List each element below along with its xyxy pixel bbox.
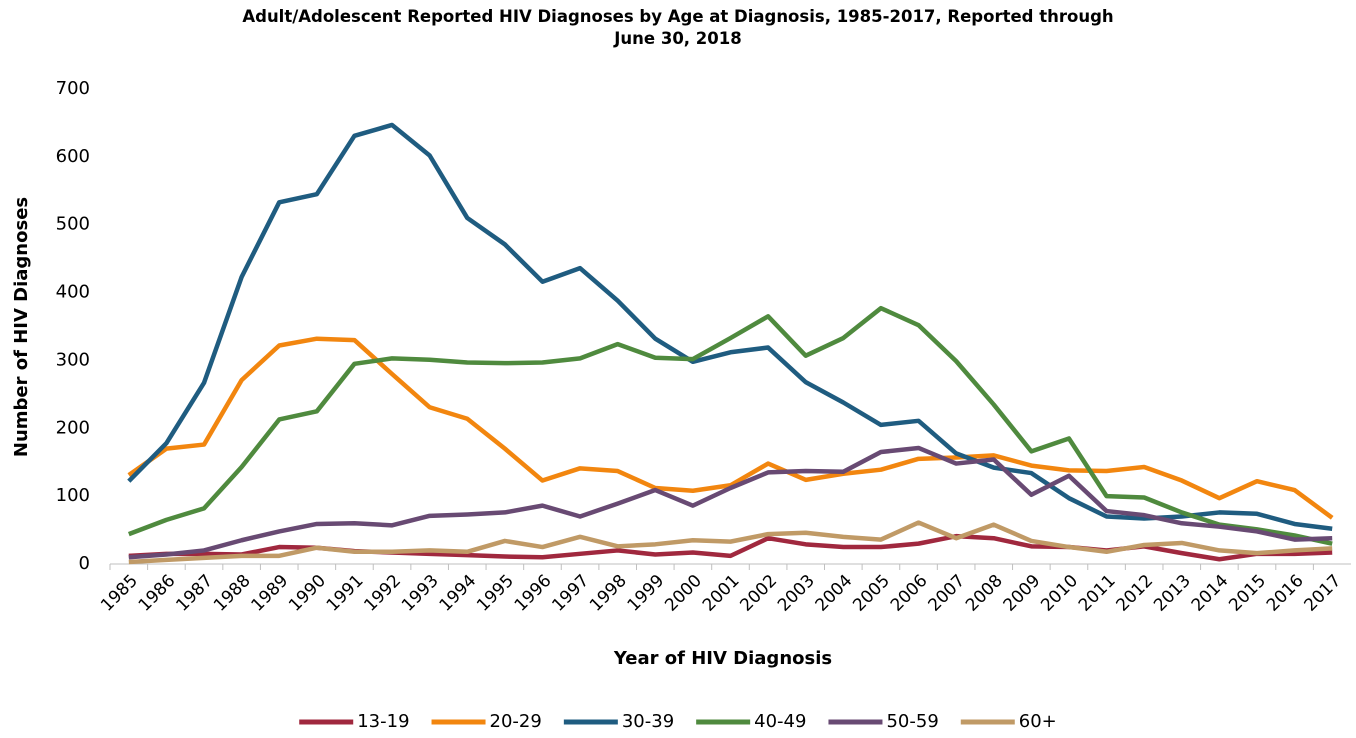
legend-label: 30-39 (622, 711, 674, 732)
y-tick-label: 200 (56, 417, 90, 438)
y-tick-label: 400 (56, 282, 90, 303)
x-tick-label: 1985 (97, 571, 142, 616)
y-tick-label: 0 (79, 553, 90, 574)
y-tick-label: 700 (56, 78, 90, 99)
x-tick-label: 2016 (1263, 571, 1308, 616)
series-line (128, 305, 1333, 546)
y-tick-label: 600 (56, 146, 90, 167)
x-tick-label: 2006 (887, 571, 932, 616)
x-tick-label: 2013 (1150, 571, 1195, 616)
series-line (128, 445, 1333, 560)
x-tick-label: 2010 (1037, 571, 1082, 616)
x-tick-label: 2015 (1225, 571, 1270, 616)
x-tick-label: 1995 (473, 571, 518, 616)
legend-label: 60+ (1019, 711, 1057, 732)
x-tick-label: 1999 (624, 571, 669, 616)
series-line (127, 122, 1333, 531)
x-tick-label: 1991 (323, 571, 368, 616)
x-tick-label: 1992 (360, 571, 405, 616)
x-tick-label: 2011 (1075, 571, 1120, 616)
x-tick-label: 2000 (661, 571, 706, 616)
x-tick-label: 1987 (172, 571, 217, 616)
y-tick-label: 100 (56, 485, 90, 506)
x-tick-label: 1990 (285, 571, 330, 616)
x-tick-label: 2017 (1301, 571, 1346, 616)
x-tick-label: 2003 (774, 571, 819, 616)
y-tick-label: 500 (56, 214, 90, 235)
x-tick-label: 2009 (1000, 571, 1045, 616)
x-tick-label: 1997 (548, 571, 593, 616)
x-tick-label: 2004 (812, 571, 857, 616)
x-tick-label: 1998 (586, 571, 631, 616)
x-tick-label: 2002 (736, 571, 781, 616)
series-line (128, 520, 1333, 565)
series-line (127, 336, 1334, 520)
legend-label: 20-29 (490, 711, 542, 732)
x-tick-label: 2005 (849, 571, 894, 616)
x-tick-label: 1996 (511, 571, 556, 616)
legend-label: 40-49 (754, 711, 806, 732)
y-tick-label: 300 (56, 349, 90, 370)
x-tick-label: 2014 (1188, 571, 1233, 616)
legend-label: 50-59 (886, 711, 938, 732)
x-tick-label: 2007 (924, 571, 969, 616)
x-tick-label: 1989 (248, 571, 293, 616)
y-axis-label: Number of HIV Diagnoses (11, 197, 32, 457)
x-axis-label: Year of HIV Diagnosis (613, 648, 832, 669)
x-tick-label: 1994 (436, 571, 481, 616)
x-tick-label: 1993 (398, 571, 443, 616)
x-tick-label: 1986 (135, 571, 180, 616)
chart-title: Adult/Adolescent Reported HIV Diagnoses … (242, 7, 1114, 48)
x-tick-label: 2001 (699, 571, 744, 616)
x-tick-label: 2012 (1113, 571, 1158, 616)
legend-label: 13-19 (357, 711, 409, 732)
x-tick-label: 1988 (210, 571, 255, 616)
x-tick-label: 2008 (962, 571, 1007, 616)
